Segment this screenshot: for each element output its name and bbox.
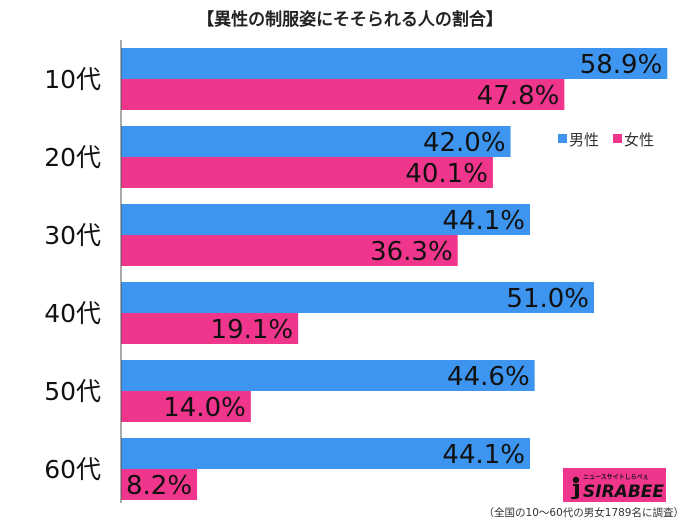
logo-dot-icon [572,476,580,484]
data-label-female: 19.1% [211,315,294,345]
category-label: 30代 [44,221,101,250]
data-label-male: 44.6% [447,362,530,392]
category-label: 40代 [44,299,101,328]
sirabee-logo: ニュースサイトしらべぇ SIRABEE [563,468,666,502]
logo-i-icon [571,484,579,499]
data-label-male: 51.0% [506,284,589,314]
data-label-female: 47.8% [477,81,560,111]
category-label: 60代 [44,455,101,484]
category-label: 50代 [44,377,101,406]
bar-male [121,204,531,235]
bar-female [121,235,458,266]
bars-layer [121,48,668,500]
bar-male [121,282,595,313]
data-label-female: 36.3% [370,237,453,267]
data-label-female: 14.0% [163,393,246,423]
labels-layer: 10代 58.9%47.8%20代 42.0%40.1%30代 44.1%36.3%4… [44,50,662,501]
bar-male [121,438,531,469]
bar-female [121,313,299,344]
data-label-male: 42.0% [423,128,506,158]
bar-female [121,79,565,110]
data-label-male: 44.1% [442,206,525,236]
category-label: 20代 [44,143,101,172]
footnote: （全国の10～60代の男女1789名に調査） [484,506,684,519]
legend-label-male: 男性 [569,131,599,149]
data-label-male: 44.1% [442,440,525,470]
data-label-female: 40.1% [405,159,488,189]
bar-male [121,360,535,391]
bar-female [121,157,493,188]
logo-tagline: ニュースサイトしらべぇ [583,474,649,481]
data-label-female: 8.2% [126,471,192,501]
legend-swatch-female [613,134,622,143]
data-label-male: 58.9% [580,50,663,80]
bar-female [121,469,198,500]
chart-title: 【異性の制服姿にそそられる人の割合】 [197,9,503,30]
legend-swatch-male [558,134,567,143]
category-label: 10代 [44,65,101,94]
bar-male [121,126,511,157]
legend: 男性 女性 [558,131,654,149]
legend-label-female: 女性 [624,131,654,149]
logo-name: SIRABEE [583,482,664,502]
bar-male [121,48,668,79]
logo-background [563,468,666,502]
bar-female [121,391,251,422]
